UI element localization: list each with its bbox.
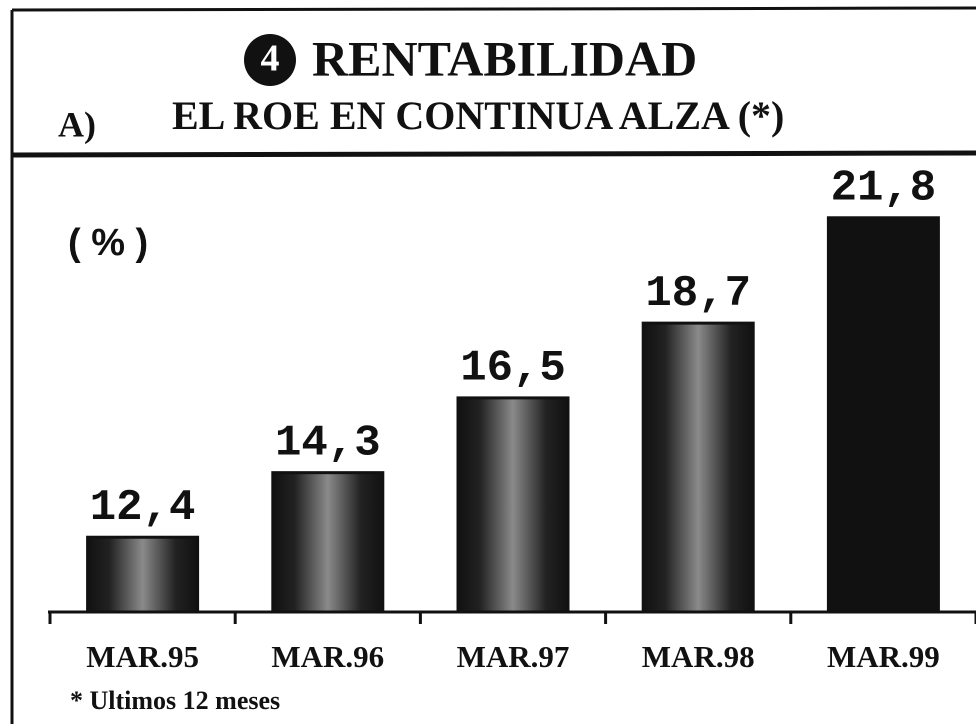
value-label: 16,5 (460, 344, 566, 394)
footnote: * Ultimos 12 meses (70, 686, 280, 715)
frame-top (11, 6, 976, 12)
value-label: 12,4 (90, 483, 196, 533)
number: 4 (261, 38, 280, 80)
x-tick-label: MAR.99 (827, 639, 940, 674)
value-label: 18,7 (645, 269, 751, 319)
x-tick-label: MAR.95 (86, 639, 199, 674)
bar (641, 321, 755, 614)
chart-title: RENTABILIDAD (312, 30, 697, 86)
section-label: A) (58, 104, 96, 144)
chart-subtitle: EL ROE EN CONTINUA ALZA (*) (172, 93, 784, 138)
bar (456, 396, 570, 614)
bar (271, 471, 385, 614)
number-badge (244, 34, 296, 86)
value-label: 14,3 (275, 418, 381, 468)
header-rule (11, 150, 976, 158)
x-tick-label: MAR.97 (457, 639, 570, 674)
unit-label: ( % ) (68, 222, 148, 264)
x-tick-label: MAR.98 (642, 639, 755, 674)
bar (826, 216, 940, 614)
bar (86, 535, 200, 614)
x-tick-label: MAR.96 (271, 639, 384, 674)
value-label: 21,8 (831, 163, 937, 213)
